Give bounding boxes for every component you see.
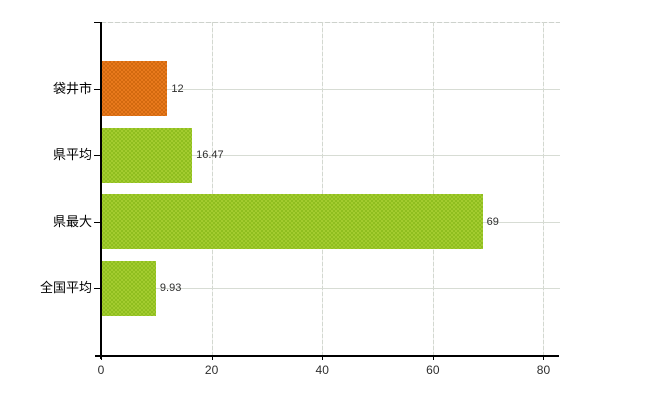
category-tick-mark [94,155,101,156]
category-tick-mark [94,288,101,289]
x-tick-mark [211,356,213,360]
bar-2 [101,194,483,249]
x-tick-label: 20 [204,363,219,377]
category-label: 県最大 [52,213,92,229]
category-tick-mark [94,221,101,223]
x-tick-label: 40 [315,363,329,377]
category-tick-mark [94,88,101,90]
bar-3 [101,260,156,316]
vertical-gridline [543,22,545,355]
plot-top-border [101,22,560,23]
bar-value-label: 9.93 [159,282,182,294]
horizontal-gridline [101,88,560,90]
horizontal-gridline [101,288,560,289]
horizontal-gridline [101,155,560,156]
x-tick-mark [432,356,434,360]
category-label: 全国平均 [39,280,92,295]
bar-value-label: 12 [171,82,184,95]
bar-0 [101,61,168,116]
x-tick-mark [543,356,545,360]
vertical-gridline [211,22,213,355]
category-label: 袋井市 [52,80,92,96]
bar-value-label: 16.47 [196,149,224,161]
x-tick-label: 80 [536,363,551,377]
x-tick-mark [101,356,102,360]
vertical-gridline [322,22,324,355]
vertical-gridline [432,22,434,355]
x-tick-label: 0 [97,363,105,377]
bar-value-label: 69 [486,215,499,228]
bar-1 [101,127,193,183]
x-tick-label: 60 [426,363,440,377]
x-axis-line [95,355,559,357]
x-tick-mark [322,356,324,360]
category-label: 県平均 [52,147,92,162]
top-boundary-tick-mark [94,22,101,23]
y-axis-line [100,22,102,359]
